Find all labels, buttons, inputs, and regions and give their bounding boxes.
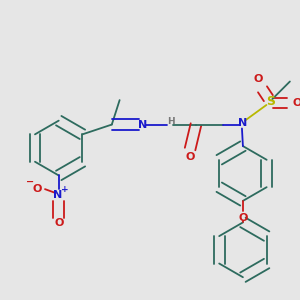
Text: N: N [238,118,248,128]
Text: N: N [53,190,62,200]
Text: O: O [185,152,195,162]
Text: O: O [292,98,300,108]
Text: H: H [167,117,174,126]
Text: N: N [139,120,148,130]
Text: −: − [26,177,34,187]
Text: O: O [32,184,42,194]
Text: O: O [54,218,63,228]
Text: S: S [266,94,275,108]
Text: O: O [238,212,248,223]
Text: +: + [61,184,68,194]
Text: O: O [254,74,263,84]
